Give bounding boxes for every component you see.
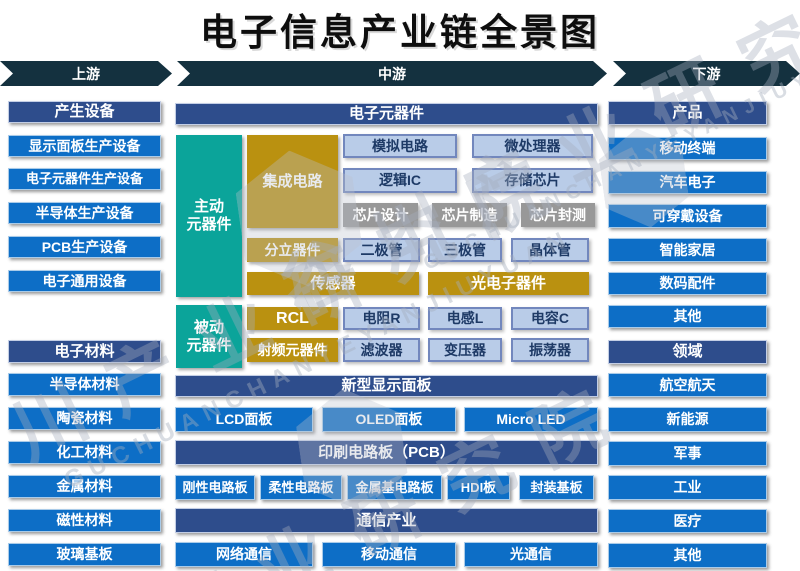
rcl-item: 电阻R [343, 307, 420, 330]
downstream-item: 可穿戴设备 [608, 204, 767, 228]
section-header-communication: 通信产业 [175, 508, 598, 533]
downstream-item: 其他 [608, 305, 767, 328]
stage-arrow-downstream: 下游 [613, 61, 800, 86]
discrete-item: 晶体管 [511, 238, 589, 262]
section-header-electronic-materials: 电子材料 [8, 340, 161, 363]
downstream-item: 其他 [608, 543, 767, 568]
group-label-line: 主动 [193, 198, 224, 215]
upstream-item: PCB生产设备 [8, 236, 161, 258]
ic-process-step: 芯片设计 [343, 203, 418, 227]
pcb-item: 金属基电路板 [347, 475, 442, 500]
upstream-item: 金属材料 [8, 475, 161, 498]
display-panel-item: LCD面板 [175, 407, 313, 432]
section-header-electronic-components: 电子元器件 [175, 103, 598, 125]
downstream-item: 智能家居 [608, 238, 767, 262]
category-integrated-circuit: 集成电路 [247, 135, 338, 228]
category-rf-components: 射频元器件 [247, 338, 338, 362]
section-header-pcb: 印刷电路板（PCB） [175, 440, 598, 465]
upstream-item: 半导体生产设备 [8, 202, 161, 224]
ic-process-step: 芯片封测 [521, 203, 595, 227]
group-label-line: 元器件 [186, 336, 232, 354]
ic-item: 存储芯片 [472, 168, 593, 193]
pcb-item: 柔性电路板 [260, 475, 342, 500]
upstream-item: 显示面板生产设备 [8, 135, 161, 157]
section-header-fields: 领域 [608, 340, 767, 364]
upstream-item: 化工材料 [8, 441, 161, 464]
pcb-item: 封装基板 [519, 475, 594, 500]
display-panel-item: OLED面板 [322, 407, 456, 432]
section-header-production-equipment: 产生设备 [8, 101, 161, 123]
upstream-item: 电子元器件生产设备 [8, 168, 161, 190]
group-active-components: 主动 元器件 [176, 135, 242, 297]
upstream-item: 玻璃基板 [8, 543, 161, 566]
display-panel-item: Micro LED [464, 407, 598, 432]
discrete-item: 三极管 [428, 238, 502, 262]
downstream-item: 新能源 [608, 407, 767, 432]
pcb-item: 刚性电路板 [175, 475, 255, 500]
upstream-item: 电子通用设备 [8, 270, 161, 292]
communication-item: 光通信 [464, 542, 598, 567]
rf-item: 振荡器 [511, 338, 589, 362]
downstream-item: 汽车电子 [608, 171, 767, 194]
group-passive-components: 被动 元器件 [176, 305, 242, 368]
downstream-item: 数码配件 [608, 272, 767, 295]
stage-arrow-midstream: 中游 [177, 61, 607, 86]
rcl-item: 电感L [428, 307, 502, 330]
page-title: 电子信息产业链全景图 [200, 13, 600, 54]
ic-item: 模拟电路 [343, 134, 457, 158]
upstream-item: 陶瓷材料 [8, 407, 161, 430]
section-header-display-panel: 新型显示面板 [175, 375, 598, 397]
category-optoelectronics: 光电子器件 [428, 272, 589, 295]
downstream-item: 移动终端 [608, 137, 767, 160]
group-label-line: 被动 [193, 318, 224, 336]
stage-arrow-upstream: 上游 [0, 61, 172, 86]
downstream-item: 工业 [608, 475, 767, 500]
discrete-item: 二极管 [343, 238, 420, 262]
category-discrete-devices: 分立器件 [247, 238, 338, 262]
ic-process-step: 芯片制造 [432, 203, 507, 227]
ic-item: 微处理器 [472, 134, 593, 158]
upstream-item: 磁性材料 [8, 509, 161, 532]
rcl-item: 电容C [511, 307, 589, 330]
pcb-item: HDI板 [447, 475, 510, 500]
rf-item: 变压器 [428, 338, 502, 362]
section-header-products: 产品 [608, 101, 767, 125]
rf-item: 滤波器 [343, 338, 420, 362]
upstream-item: 半导体材料 [8, 373, 161, 396]
communication-item: 移动通信 [322, 542, 456, 567]
ic-item: 逻辑IC [343, 168, 457, 193]
downstream-item: 航空航天 [608, 373, 767, 397]
downstream-item: 军事 [608, 441, 767, 466]
category-rcl: RCL [247, 307, 338, 330]
group-label-line: 元器件 [186, 216, 232, 233]
category-sensors: 传感器 [247, 272, 419, 295]
downstream-item: 医疗 [608, 509, 767, 533]
communication-item: 网络通信 [175, 542, 313, 567]
